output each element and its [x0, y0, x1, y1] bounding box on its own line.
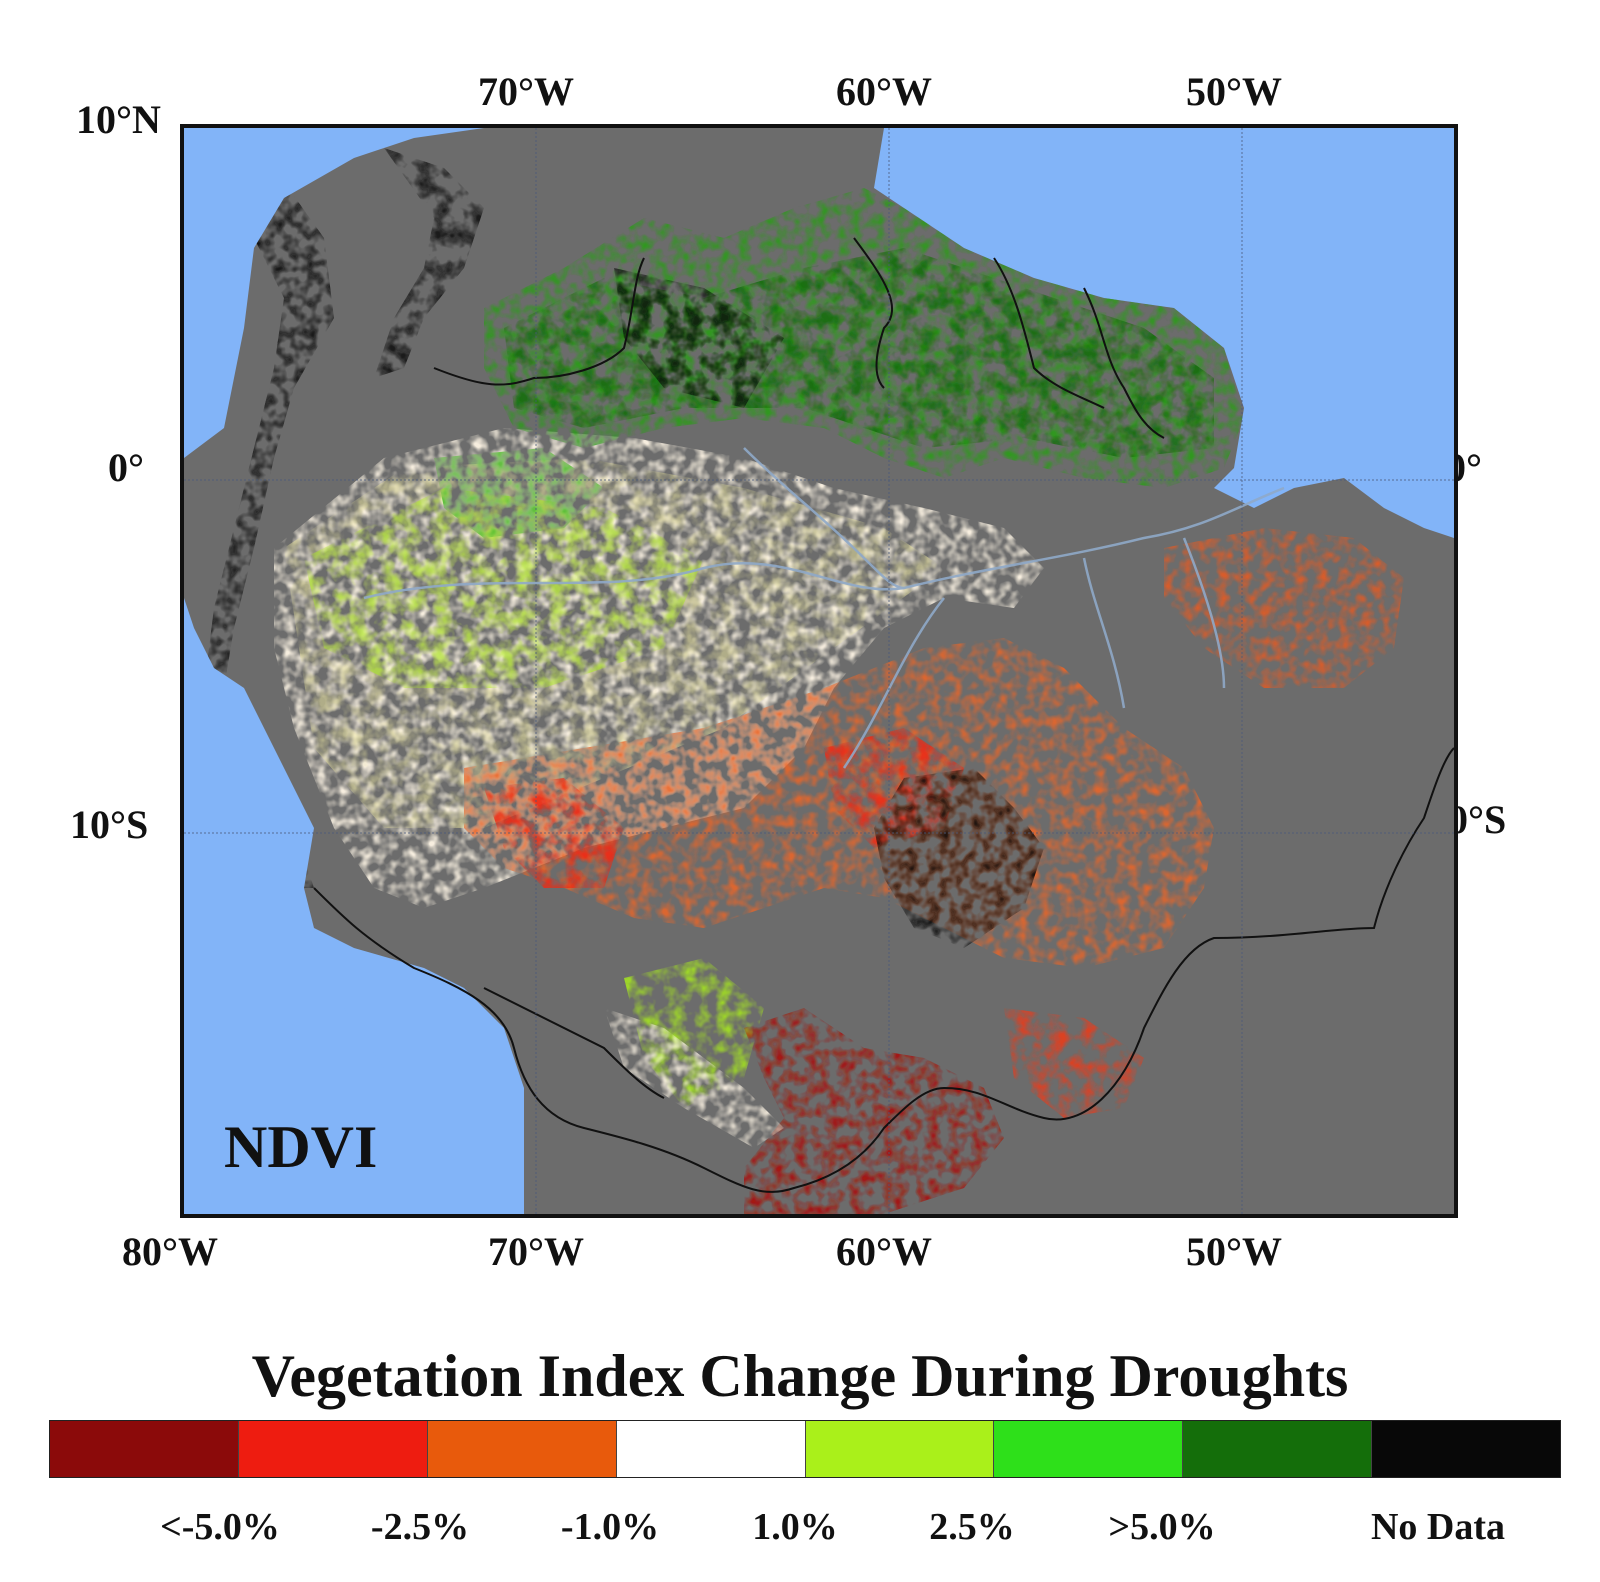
river-xingu [1182, 537, 1226, 689]
border-4 [1083, 287, 1165, 439]
legend-title: Vegetation Index Change During Droughts [251, 1343, 1349, 1409]
lon-label-bottom-60w: 60°W [836, 1229, 932, 1274]
lat-label-left-10s: 10°S [70, 802, 149, 847]
legend-tick-lt-minus-5: <-5.0% [160, 1506, 280, 1548]
lon-label-top-60w: 60°W [836, 69, 932, 114]
lon-label-top-50w: 50°W [1186, 69, 1282, 114]
legend-swatch-moderate-decrease [427, 1421, 617, 1477]
lon-label-bottom-50w: 50°W [1186, 1229, 1282, 1274]
region-slight-increase-west [304, 488, 704, 688]
legend-swatch-increase [994, 1421, 1184, 1477]
border-3 [993, 257, 1105, 409]
legend-tick-plus-2-5: 2.5% [929, 1506, 1015, 1548]
river-madeira [842, 597, 945, 769]
river-negro [743, 447, 905, 590]
border-6 [483, 987, 665, 1099]
legend-swatch-slight-increase [805, 1421, 995, 1477]
country-borders [313, 237, 1454, 1193]
legend-color-bar [49, 1420, 1561, 1478]
legend-swatch-strong-decrease [50, 1421, 239, 1477]
legend-tick-minus-2-5: -2.5% [370, 1506, 470, 1548]
lon-label-bottom-70w: 70°W [488, 1229, 584, 1274]
legend-tick-no-data: No Data [1370, 1506, 1506, 1548]
lon-label-top-70w: 70°W [478, 69, 574, 114]
legend-swatch-strong-increase [1183, 1421, 1373, 1477]
legend-tick-minus-1: -1.0% [560, 1506, 660, 1548]
border-1 [433, 257, 645, 386]
region-no-change-south [604, 1008, 784, 1148]
legend-swatch-no-data [1372, 1421, 1560, 1477]
region-strong-decrease-south [744, 1008, 1004, 1214]
lon-label-bottom-80w: 80°W [122, 1229, 218, 1274]
river-tapajos [1082, 557, 1126, 709]
legend-tick-plus-1: 1.0% [752, 1506, 838, 1548]
region-andes-nodata-2 [374, 148, 484, 378]
rivers [363, 447, 1285, 769]
legend-swatch-decrease [238, 1421, 428, 1477]
region-nodata-center [874, 768, 1044, 948]
border-5 [313, 747, 1454, 1193]
region-nodata-north [614, 268, 784, 408]
legend-tick-gt-5: >5.0% [1108, 1506, 1216, 1548]
pacific-ocean [184, 688, 504, 1214]
lat-label-left-0: 0° [108, 445, 144, 490]
vegetation-change-layer [204, 148, 1404, 1214]
legend-swatch-no-change [616, 1421, 806, 1477]
map-canvas [184, 128, 1454, 1214]
region-andes-nodata [204, 148, 334, 888]
graticule [184, 128, 1454, 1214]
region-moderate-decrease-east [1164, 528, 1404, 688]
map-title: NDVI [224, 1114, 378, 1180]
region-increase-lower-north [434, 448, 604, 538]
ndvi-map: NDVI [180, 124, 1458, 1218]
border-2 [853, 237, 894, 389]
lat-label-left-10n: 10°N [76, 97, 161, 142]
river-amazon [363, 486, 1285, 600]
